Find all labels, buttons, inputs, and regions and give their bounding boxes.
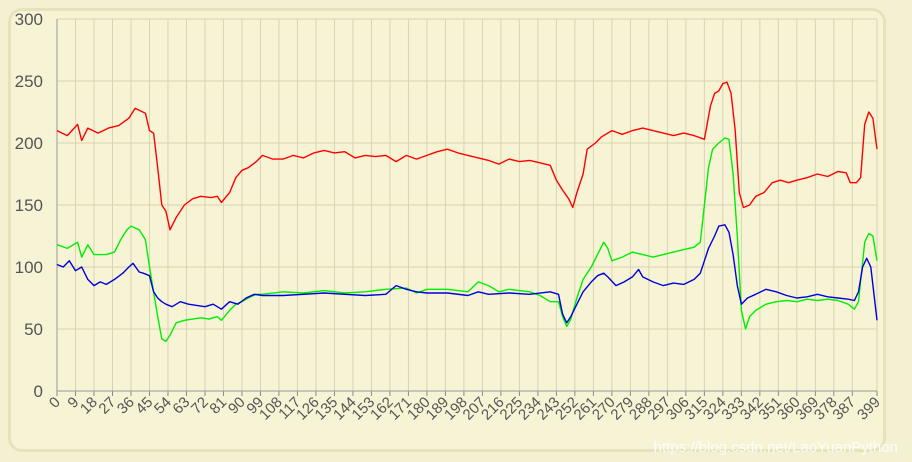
x-tick-label: 387 (829, 394, 859, 424)
x-tick-label: 399 (854, 394, 884, 424)
series-line-3 (56, 224, 878, 324)
y-tick-label: 200 (15, 134, 43, 153)
chart-frame (8, 8, 886, 452)
y-tick-label: 300 (15, 10, 43, 29)
x-tick-label: 0 (46, 394, 64, 412)
y-tick-label: 150 (15, 196, 43, 215)
watermark: https://blog.csdn.net/LaoYuanPython (653, 439, 898, 456)
y-tick-label: 0 (34, 382, 43, 401)
series-line-2 (56, 137, 878, 343)
series-line-1 (56, 81, 878, 231)
y-tick-label: 100 (15, 258, 43, 277)
y-tick-label: 50 (24, 320, 43, 339)
y-tick-label: 250 (15, 72, 43, 91)
